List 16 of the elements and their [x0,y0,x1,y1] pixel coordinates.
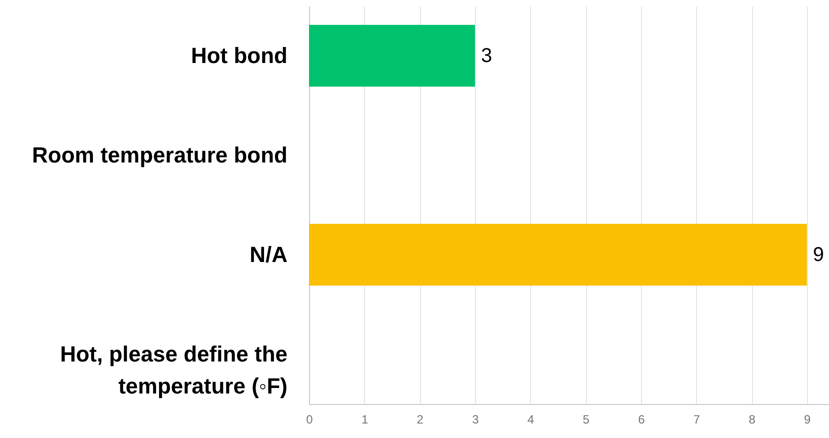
data-label: 3 [480,44,492,67]
y-tick-label: Room temperature bond [32,142,288,168]
x-tick-label: 1 [361,412,368,426]
x-tick-label: 8 [748,412,756,426]
y-tick-label: Hot bond [190,42,288,68]
x-tick-label: 4 [527,412,534,426]
x-tick-label: 0 [306,412,314,426]
x-tick-label: 3 [472,412,480,426]
x-tick-label: 7 [693,412,700,426]
y-tick-label: Hot, please define the temperature (◦F) [60,341,288,398]
x-tick-label: 6 [638,412,646,426]
data-label: 9 [812,244,824,266]
x-tick-label: 9 [804,412,812,426]
x-tick-label: 2 [416,412,424,426]
x-tick-label: 5 [582,412,590,426]
y-tick-label: N/A [250,242,288,267]
